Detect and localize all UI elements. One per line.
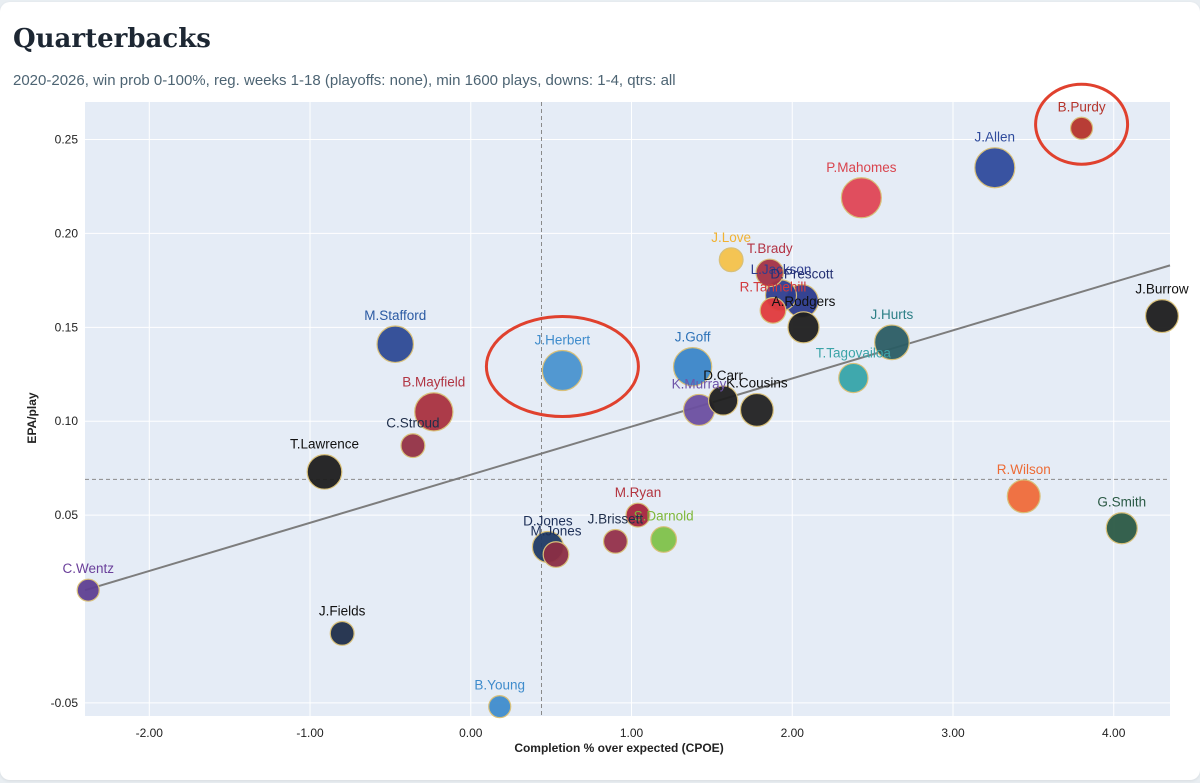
point-r-wilson	[1006, 479, 1041, 514]
highlight-circles	[484, 82, 1130, 419]
y-tick-label: 0.25	[55, 133, 79, 147]
x-tick-label: 0.00	[459, 726, 483, 740]
label-r-wilson: R.Wilson	[997, 462, 1051, 477]
y-tick-label: 0.10	[55, 414, 79, 428]
point-j-hurts	[874, 324, 910, 361]
point-j-herbert	[541, 349, 584, 392]
label-s-darnold: S.Darnold	[634, 509, 694, 524]
point-c-stroud	[400, 433, 426, 459]
label-j-goff: J.Goff	[675, 330, 711, 345]
point-j-brissett	[602, 528, 628, 554]
label-j-love: J.Love	[711, 230, 751, 245]
point-k-cousins	[739, 392, 774, 427]
point-d-carr	[707, 385, 739, 416]
label-t-brady: T.Brady	[747, 241, 793, 256]
point-s-darnold	[650, 526, 678, 553]
label-a-rodgers: A.Rodgers	[772, 294, 836, 309]
y-tick-label: -0.05	[51, 696, 79, 710]
label-t-tagovailoa: T.Tagovailoa	[816, 345, 892, 360]
point-g-smith	[1105, 512, 1138, 545]
label-b-mayfield: B.Mayfield	[402, 375, 465, 390]
point-m-stafford	[376, 325, 415, 364]
x-tick-label: 2.00	[781, 726, 805, 740]
label-g-smith: G.Smith	[1097, 495, 1146, 510]
point-labels: B.PurdyJ.AllenP.MahomesJ.BurrowT.BradyJ.…	[62, 99, 1188, 692]
highlight-j-herbert	[484, 315, 640, 419]
label-j-allen: J.Allen	[975, 130, 1016, 145]
label-m-ryan: M.Ryan	[615, 485, 662, 500]
trend-line	[84, 264, 1171, 592]
y-axis-ticks: -0.05 0.05 0.10 0.15 0.20 0.25	[51, 133, 79, 710]
label-k-cousins: K.Cousins	[726, 376, 788, 391]
point-j-burrow	[1144, 299, 1179, 334]
label-j-fields: J.Fields	[319, 603, 366, 618]
highlight-b-purdy	[1034, 82, 1130, 166]
label-j-hurts: J.Hurts	[871, 307, 914, 322]
point-t-tagovailoa	[838, 362, 869, 394]
label-c-stroud: C.Stroud	[386, 416, 439, 431]
label-m-jones: M.Jones	[530, 524, 581, 539]
label-k-murray: K.Murray	[672, 376, 727, 391]
point-m-ryan	[625, 502, 651, 528]
point-t-lawrence	[306, 454, 343, 490]
label-j-burrow: J.Burrow	[1135, 282, 1189, 297]
label-r-tannehill: R.Tannehill	[740, 280, 807, 295]
x-axis-ticks: -2.00 -1.00 0.00 1.00 2.00 3.00 4.00	[136, 726, 1126, 740]
label-b-young: B.Young	[474, 678, 525, 693]
plot-area	[85, 102, 1170, 716]
label-d-carr: D.Carr	[703, 368, 743, 383]
page-title: Quarterbacks	[13, 24, 211, 54]
x-tick-label: -2.00	[136, 726, 164, 740]
reference-lines	[85, 102, 1170, 716]
label-p-mahomes: P.Mahomes	[826, 160, 897, 175]
label-j-brissett: J.Brissett	[588, 511, 644, 526]
x-tick-label: 4.00	[1102, 726, 1126, 740]
point-j-fields	[329, 620, 355, 646]
x-tick-label: -1.00	[296, 726, 324, 740]
regression-line	[84, 264, 1171, 592]
y-axis-title: EPA/play	[25, 392, 39, 443]
label-t-lawrence: T.Lawrence	[290, 437, 359, 452]
grid-lines	[85, 102, 1170, 716]
point-j-allen	[974, 147, 1016, 189]
point-j-love	[718, 247, 744, 273]
label-b-purdy: B.Purdy	[1058, 99, 1106, 114]
point-b-young	[488, 695, 512, 719]
point-t-brady	[755, 258, 785, 288]
x-axis-title: Completion % over expected (CPOE)	[514, 741, 723, 755]
y-tick-label: 0.15	[55, 320, 79, 334]
point-c-wentz	[76, 578, 100, 602]
x-tick-label: 3.00	[941, 726, 965, 740]
point-b-purdy	[1069, 116, 1094, 140]
label-j-herbert: J.Herbert	[535, 333, 591, 348]
label-d-prescott: D.Prescott	[770, 267, 833, 282]
point-p-mahomes	[840, 177, 882, 219]
x-tick-label: 1.00	[620, 726, 644, 740]
point-r-tannehill	[759, 297, 787, 324]
label-d-jones: D.Jones	[523, 514, 573, 529]
point-a-rodgers	[787, 311, 820, 344]
y-tick-label: 0.20	[55, 226, 79, 240]
label-c-wentz: C.Wentz	[62, 561, 114, 576]
point-j-goff	[672, 347, 713, 387]
point-m-jones	[542, 541, 570, 568]
label-m-stafford: M.Stafford	[364, 308, 426, 323]
data-points	[76, 116, 1179, 719]
page-subtitle: 2020-2026, win prob 0-100%, reg. weeks 1…	[13, 72, 676, 89]
y-tick-label: 0.05	[55, 508, 79, 522]
label-l-jackson: L.Jackson	[751, 262, 812, 277]
point-b-mayfield	[414, 392, 454, 432]
